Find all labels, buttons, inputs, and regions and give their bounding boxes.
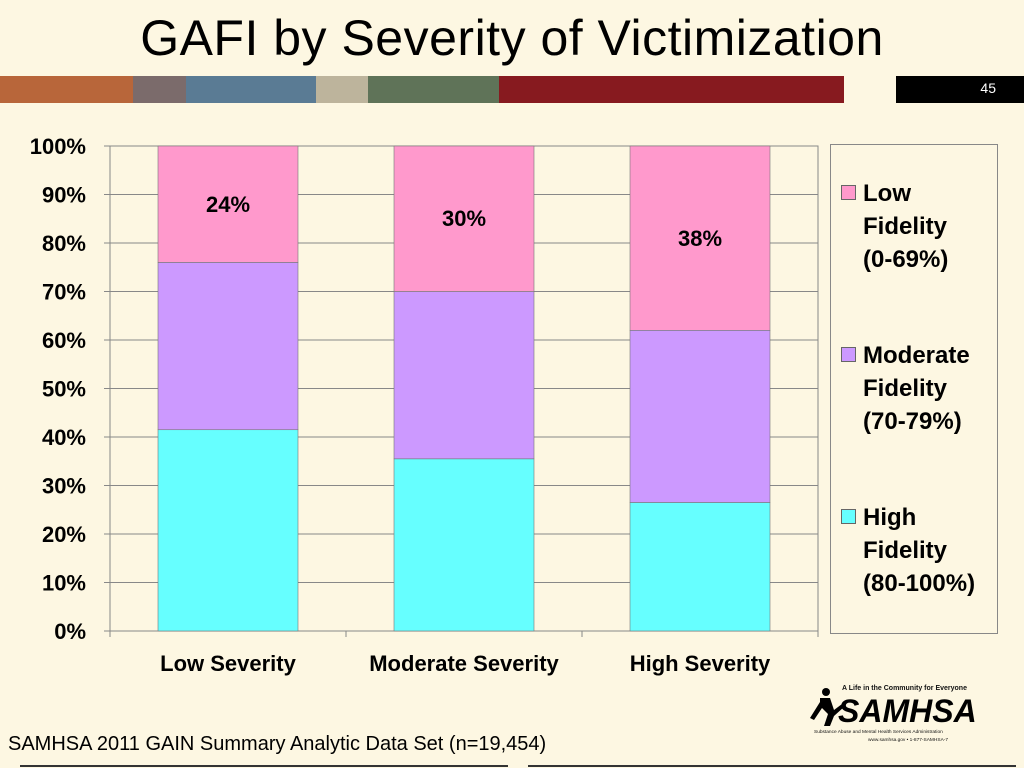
bar-segment	[393, 291, 535, 460]
legend-label: High Fidelity (80-100%)	[863, 504, 976, 597]
source-note: SAMHSA 2011 GAIN Summary Analytic Data S…	[8, 733, 547, 755]
y-tick-label: 20%	[42, 522, 86, 547]
color-bar-segment	[896, 76, 1024, 103]
color-bar-segment	[0, 76, 133, 103]
color-bar-segment	[844, 76, 896, 103]
color-bar-segment	[316, 76, 368, 103]
legend-swatch	[841, 509, 856, 524]
logo-tagline: A Life in the Community for Everyone	[842, 685, 967, 692]
y-tick-label: 50%	[42, 377, 86, 402]
bar-segment	[393, 458, 535, 632]
bar-segment	[629, 145, 771, 331]
color-bar-segment	[368, 76, 499, 103]
x-category-label: High Severity	[630, 651, 771, 676]
y-tick-label: 40%	[42, 425, 86, 450]
color-bar-segment	[133, 76, 186, 103]
y-tick-label: 30%	[42, 474, 86, 499]
color-bar-segment	[499, 76, 844, 103]
bar-segment	[629, 329, 771, 503]
y-tick-label: 60%	[42, 328, 86, 353]
x-category-label: Moderate Severity	[369, 651, 559, 676]
y-tick-label: 90%	[42, 183, 86, 208]
bar-segment	[393, 145, 535, 292]
legend-label: Low Fidelity (0-69%)	[863, 180, 949, 273]
y-tick-label: 80%	[42, 231, 86, 256]
bar-segment	[157, 145, 299, 263]
bar-segment	[157, 262, 299, 431]
divider-line	[528, 765, 1016, 767]
data-label: 30%	[442, 206, 486, 231]
decorative-color-bar	[0, 76, 1024, 103]
y-tick-label: 10%	[42, 571, 86, 596]
y-tick-label: 100%	[30, 134, 86, 159]
divider-line	[20, 765, 508, 767]
y-tick-label: 70%	[42, 280, 86, 305]
person-figure-icon	[810, 688, 844, 726]
legend-swatch	[841, 185, 856, 200]
y-tick-label: 0%	[54, 619, 86, 644]
legend-label: Moderate Fidelity (70-79%)	[863, 342, 970, 435]
color-bar-segment	[186, 76, 316, 103]
x-category-label: Low Severity	[160, 651, 296, 676]
logo-wordmark: SAMHSA	[838, 693, 977, 729]
bar-segment	[157, 429, 299, 632]
bar-segment	[629, 502, 771, 632]
slide-number: 45	[980, 80, 996, 96]
legend-swatch	[841, 347, 856, 362]
data-label: 24%	[206, 192, 250, 217]
chart-legend: Low Fidelity (0-69%) Moderate Fidelity (…	[830, 144, 998, 634]
slide-title: GAFI by Severity of Victimization	[140, 10, 884, 66]
samhsa-logo: A Life in the Community for Everyone SAM…	[810, 685, 977, 743]
stacked-bar-chart: 0% 10% 20% 30% 40% 50% 60% 70% 80% 90% 100% Low Sev…	[30, 134, 819, 676]
logo-subtitle: Substance Abuse and Mental Health Servic…	[814, 729, 943, 735]
logo-contact: www.samhsa.gov • 1-877-SAMHSA-7	[868, 737, 948, 743]
data-label: 38%	[678, 226, 722, 251]
